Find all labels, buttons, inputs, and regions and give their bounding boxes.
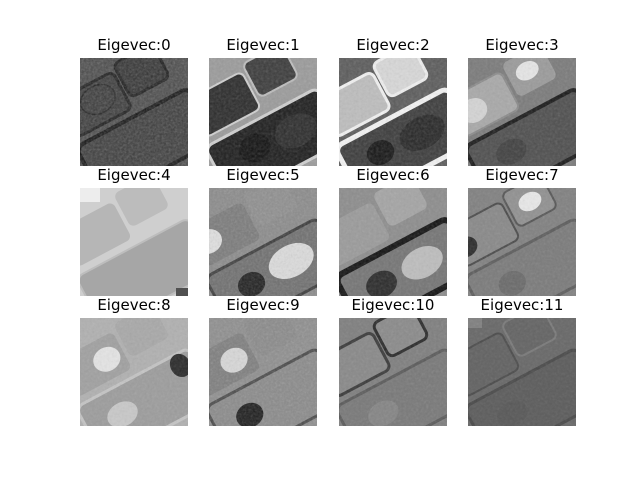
eigenvector-image (80, 58, 188, 166)
eigenvector-image (468, 58, 576, 166)
eigenvector-image (209, 318, 317, 426)
panel-title: Eigevec:11 (480, 296, 564, 314)
panel-title: Eigevec:2 (356, 36, 430, 54)
eigenvector-image (468, 188, 576, 296)
panel-title: Eigevec:0 (97, 36, 171, 54)
panel-title: Eigevec:6 (356, 166, 430, 184)
eigenvector-image (209, 58, 317, 166)
eigenvector-image (339, 318, 447, 426)
eigenvector-image (339, 58, 447, 166)
panel-title: Eigevec:5 (226, 166, 300, 184)
panel-title: Eigevec:1 (226, 36, 300, 54)
panel-title: Eigevec:3 (485, 36, 559, 54)
panel-title: Eigevec:9 (226, 296, 300, 314)
panel-title: Eigevec:8 (97, 296, 171, 314)
eigenvector-image (80, 188, 188, 296)
eigenvector-image (468, 318, 576, 426)
panel-title: Eigevec:4 (97, 166, 171, 184)
panel-title: Eigevec:7 (485, 166, 559, 184)
eigenvector-image (339, 188, 447, 296)
panel-title: Eigevec:10 (351, 296, 435, 314)
eigenvector-image (209, 188, 317, 296)
eigenvector-image (80, 318, 188, 426)
